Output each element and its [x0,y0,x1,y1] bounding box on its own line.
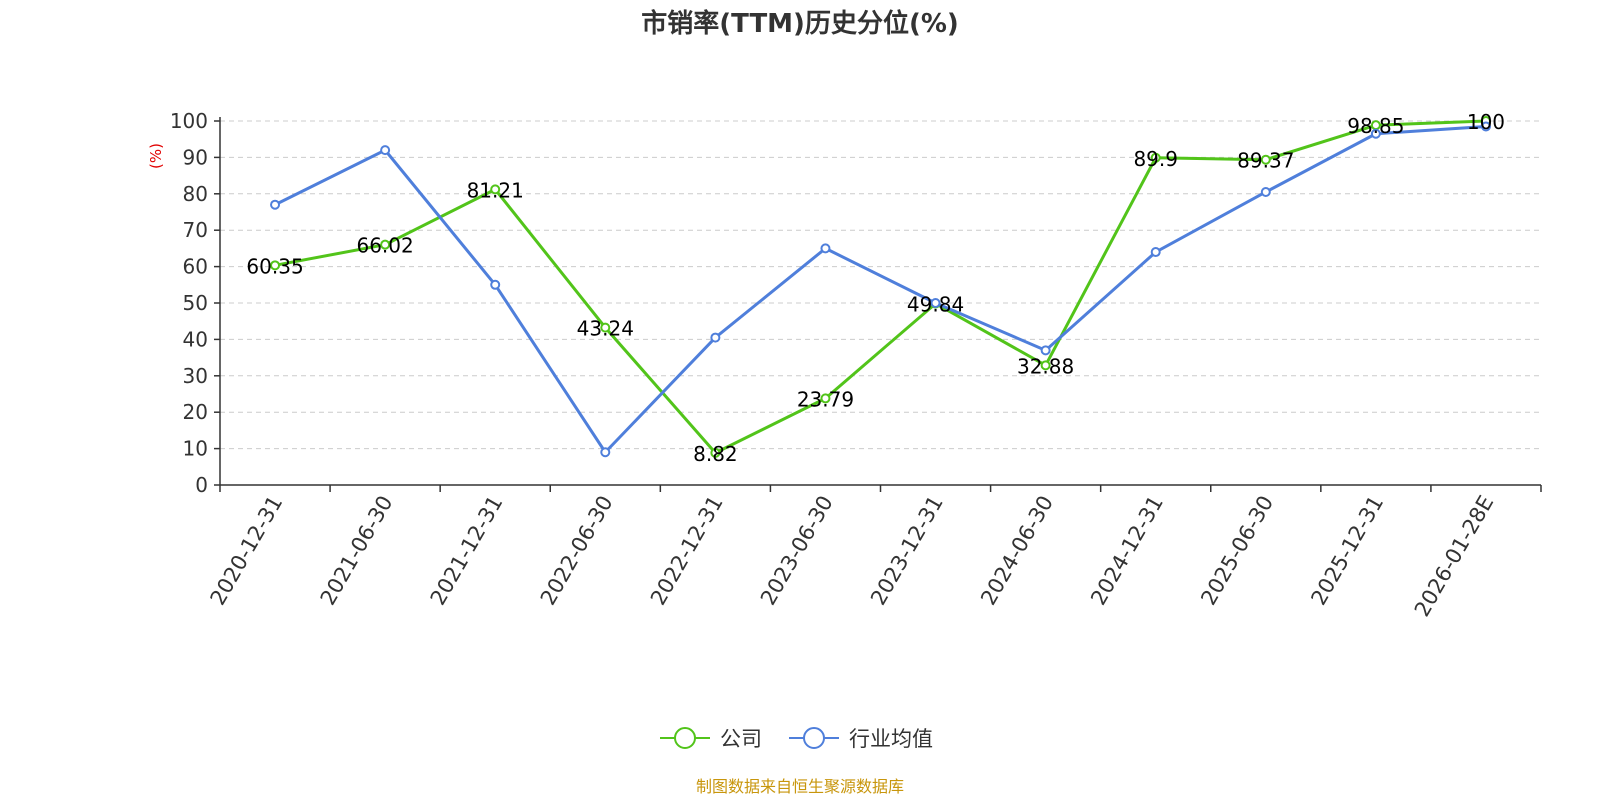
data-label: 60.35 [246,254,303,278]
x-tick-label: 2022-06-30 [536,492,618,610]
legend-item-1[interactable]: 行业均值 [789,727,933,751]
x-tick-label: 2023-12-31 [866,492,948,610]
y-tick-label: 30 [183,364,208,388]
y-tick-label: 90 [183,145,208,169]
data-point[interactable] [380,239,391,250]
y-tick-label: 60 [183,255,208,279]
data-label: 43.24 [577,317,634,341]
data-label: 66.02 [356,234,413,258]
data-point[interactable] [710,447,721,458]
x-tick-label: 2025-06-30 [1196,492,1278,610]
series-0 [270,116,1491,458]
chart-title: 市销率(TTM)历史分位(%) [641,8,959,39]
data-point[interactable] [1150,152,1161,163]
legend-marker [803,727,825,749]
data-label: 8.82 [693,442,738,466]
data-point[interactable] [1040,360,1051,371]
x-tick-label: 2021-06-30 [316,492,398,610]
data-point[interactable] [1260,186,1271,197]
data-point[interactable] [820,393,831,404]
y-tick-label: 0 [195,473,208,497]
series-1 [270,121,1491,458]
legend-item-0[interactable]: 公司 [660,727,762,751]
y-tick-label: 50 [183,291,208,315]
series-layer [270,116,1491,458]
x-tick-label: 2025-12-31 [1306,492,1388,610]
y-tick-label: 80 [183,182,208,206]
y-tick-label: 100 [170,109,208,133]
y-tick-label: 70 [183,218,208,242]
data-point[interactable] [1150,247,1161,258]
y-tick-label: 20 [183,400,208,424]
data-label: 89.37 [1237,149,1294,173]
x-tick-label: 2020-12-31 [206,492,288,610]
x-tick-label: 2021-12-31 [426,492,508,610]
data-point[interactable] [270,260,281,271]
data-point[interactable] [710,332,721,343]
data-point[interactable] [270,199,281,210]
data-point[interactable] [600,322,611,333]
x-tick-label: 2024-06-30 [976,492,1058,610]
data-label: 98.85 [1347,114,1404,138]
data-label: 23.79 [797,387,854,411]
data-point[interactable] [1260,154,1271,165]
data-point[interactable] [490,184,501,195]
y-axis-unit-label: (%) [147,143,165,169]
gridlines [220,120,1541,450]
data-label: 89.9 [1133,147,1178,171]
data-point[interactable] [820,243,831,254]
series-line [274,119,1487,455]
legend: 公司 行业均值 [660,727,933,751]
y-tick-label: 10 [183,437,208,461]
data-point[interactable] [600,447,611,458]
x-tick-label: 2022-12-31 [646,492,728,610]
x-tick-label: 2026-01-28E [1410,492,1498,621]
data-labels: 60.35 66.02 81.21 43.24 8.82 23.79 49.84 32.88 8… [246,110,1505,466]
y-axis-ticks: 0 10 20 30 40 50 60 70 80 90 100 [170,109,220,497]
axes [219,117,1541,486]
x-tick-label: 2023-06-30 [756,492,838,610]
data-point[interactable] [380,145,391,156]
legend-label: 公司 [720,727,762,751]
legend-marker [674,727,696,749]
data-label: 49.84 [907,293,964,317]
x-tick-label: 2024-12-31 [1086,492,1168,610]
y-tick-label: 40 [183,327,208,351]
data-point[interactable] [930,298,941,308]
source-note: 制图数据来自恒生聚源数据库 [696,777,904,796]
x-axis-ticks: 2020-12-31 2021-06-30 2021-12-31 2022-06-30… [206,485,1542,621]
series-line [274,124,1487,454]
data-label: 32.88 [1017,354,1074,378]
data-label: 81.21 [467,178,524,202]
data-point[interactable] [1370,128,1381,139]
legend-label: 行业均值 [849,727,933,751]
data-point[interactable] [490,279,501,290]
data-point[interactable] [1480,121,1491,132]
data-point[interactable] [1040,345,1051,356]
data-label: 100 [1467,110,1505,134]
